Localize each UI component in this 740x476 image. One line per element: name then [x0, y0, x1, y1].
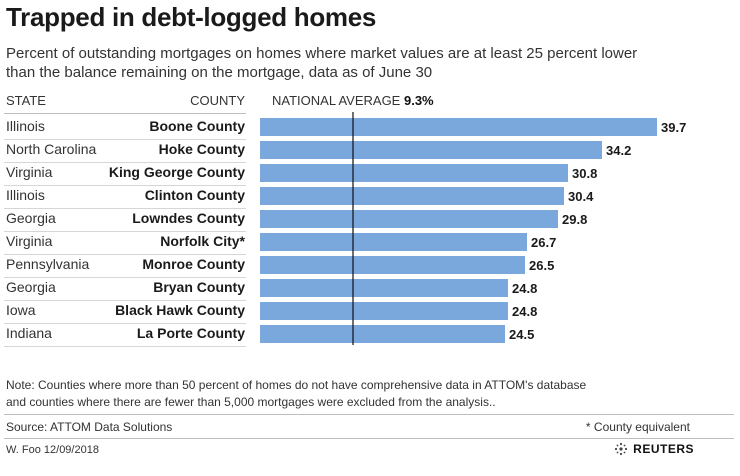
national-average-header: NATIONAL AVERAGE 9.3%	[272, 93, 434, 108]
state-label: Virginia	[6, 164, 53, 180]
state-column-header: STATE	[6, 93, 46, 108]
credit-text: W. Foo 12/09/2018	[6, 444, 99, 456]
source-text: Source: ATTOM Data Solutions	[6, 420, 173, 434]
table-row: Illinois Clinton County	[0, 185, 740, 209]
state-label: Georgia	[6, 279, 56, 295]
county-label: Boone County	[149, 118, 245, 134]
table-row: Georgia Lowndes County	[0, 208, 740, 232]
footer-divider	[4, 414, 734, 415]
state-label: Illinois	[6, 187, 45, 203]
footnote-line-1: Note: Counties where more than 50 percen…	[6, 378, 587, 392]
county-label: King George County	[108, 164, 245, 180]
reuters-logo-icon	[615, 442, 628, 456]
table-row: Indiana La Porte County	[0, 323, 740, 347]
row-divider	[4, 231, 246, 232]
table-row: Georgia Bryan County	[0, 277, 740, 301]
state-label: North Carolina	[6, 141, 97, 157]
state-label: Illinois	[6, 118, 45, 134]
row-divider	[4, 254, 246, 255]
row-divider	[4, 346, 246, 347]
national-average-value: 9.3%	[403, 93, 434, 108]
row-divider	[4, 185, 246, 186]
row-divider	[4, 139, 246, 140]
county-label: Lowndes County	[132, 210, 245, 226]
chart-subtitle: Percent of outstanding mortgages on home…	[6, 44, 726, 82]
state-label: Virginia	[6, 233, 53, 249]
table-row: Iowa Black Hawk County	[0, 300, 740, 324]
header-divider	[4, 113, 246, 114]
footnote-line-2: and counties where there are fewer than …	[6, 395, 496, 409]
credit-divider	[4, 438, 734, 439]
row-divider	[4, 162, 246, 163]
county-label: Black Hawk County	[115, 302, 245, 318]
reuters-logo-text: REUTERS	[633, 442, 694, 456]
county-label: Norfolk City*	[160, 233, 245, 249]
state-label: Pennsylvania	[6, 256, 90, 272]
national-average-label: NATIONAL AVERAGE	[272, 93, 401, 108]
state-label: Georgia	[6, 210, 56, 226]
chart-title: Trapped in debt-logged homes	[6, 2, 377, 32]
subtitle-line-2: than the balance remaining on the mortga…	[6, 64, 433, 81]
county-label: Bryan County	[153, 279, 245, 295]
county-equivalent-note: * County equivalent	[585, 420, 690, 434]
table-row: Virginia Norfolk City*	[0, 231, 740, 255]
reuters-logo: REUTERS	[613, 441, 694, 457]
table-row: Pennsylvania Monroe County	[0, 254, 740, 278]
subtitle-line-1: Percent of outstanding mortgages on home…	[6, 45, 638, 62]
state-label: Iowa	[6, 302, 36, 318]
county-label: La Porte County	[136, 325, 245, 341]
table-row: Illinois Boone County	[0, 116, 740, 140]
county-column-header: COUNTY	[190, 93, 245, 108]
row-divider	[4, 208, 246, 209]
county-label: Hoke County	[158, 141, 245, 157]
county-label: Clinton County	[144, 187, 245, 203]
county-label: Monroe County	[142, 256, 245, 272]
row-divider	[4, 277, 246, 278]
footnote: Note: Counties where more than 50 percen…	[6, 377, 726, 411]
table-row: Virginia King George County	[0, 162, 740, 186]
row-divider	[4, 300, 246, 301]
row-divider	[4, 323, 246, 324]
state-label: Indiana	[6, 325, 52, 341]
table-row: North Carolina Hoke County	[0, 139, 740, 163]
